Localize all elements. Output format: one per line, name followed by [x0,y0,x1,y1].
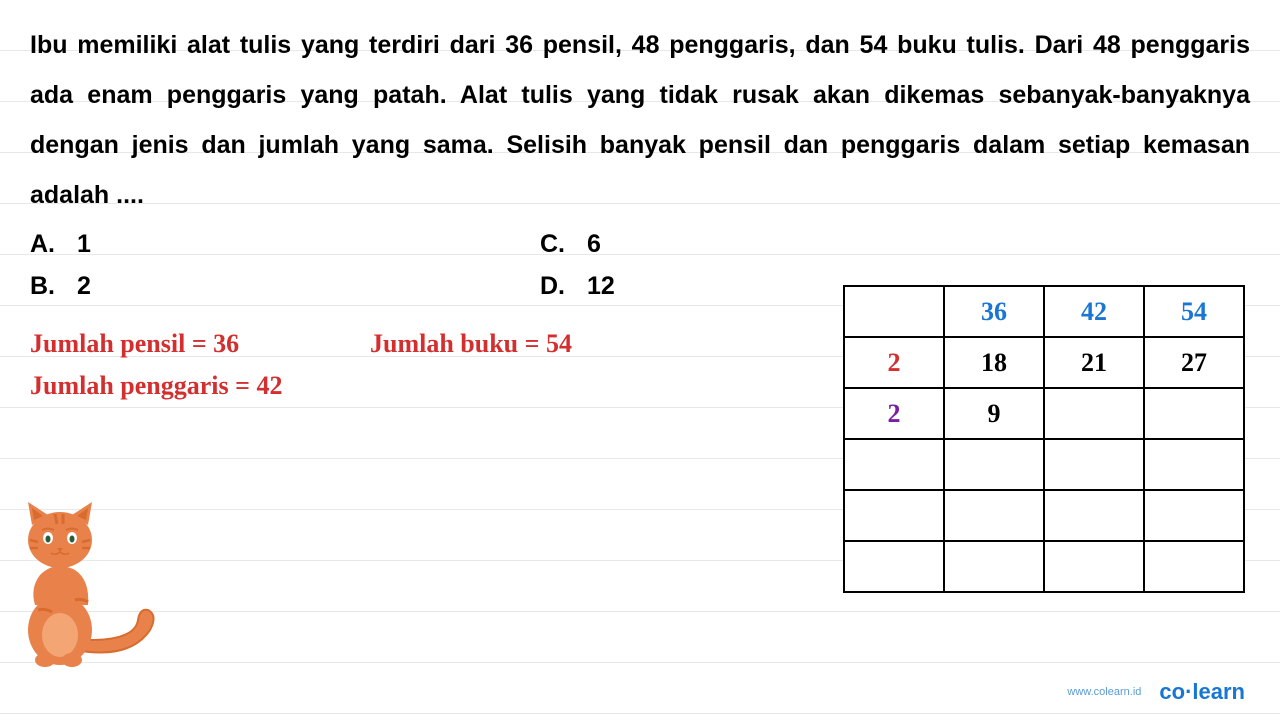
table-cell [1044,490,1144,541]
table-cell [1144,388,1244,439]
option-d: D. 12 [540,272,840,301]
option-a-label: A. [30,230,70,259]
footer: www.colearn.id co·learn [1067,679,1245,705]
table-cell [1144,439,1244,490]
table-cell [844,490,944,541]
table-cell: 36 [944,286,1044,337]
table-cell [844,286,944,337]
calculation-table: 364254218212729 [843,285,1245,593]
option-a: A. 1 [30,230,540,259]
table-cell: 42 [1044,286,1144,337]
option-c-value: 6 [587,230,601,258]
cat-icon [20,500,160,670]
work-pensil: Jumlah pensil = 36 [30,329,370,359]
table-cell [844,439,944,490]
table-cell: 27 [1144,337,1244,388]
table-row: 29 [844,388,1244,439]
table-cell [1144,490,1244,541]
footer-url: www.colearn.id [1067,686,1141,698]
work-buku: Jumlah buku = 54 [370,329,710,359]
table-cell [844,541,944,592]
option-b-label: B. [30,272,70,301]
option-b: B. 2 [30,272,540,301]
table-cell: 21 [1044,337,1144,388]
table-cell: 18 [944,337,1044,388]
question-text: Ibu memiliki alat tulis yang terdiri dar… [30,20,1250,220]
work-penggaris: Jumlah penggaris = 42 [30,371,282,401]
table-cell [1144,541,1244,592]
logo-prefix: co [1159,679,1185,704]
option-c-label: C. [540,230,580,259]
table-row: 2182127 [844,337,1244,388]
option-c: C. 6 [540,230,840,259]
table-cell: 2 [844,337,944,388]
logo-suffix: learn [1192,679,1245,704]
table-cell [944,490,1044,541]
table-cell [944,541,1044,592]
cat-illustration [20,500,160,675]
option-a-value: 1 [77,230,91,258]
table-row [844,541,1244,592]
table-cell [1044,388,1144,439]
table-row: 364254 [844,286,1244,337]
table-cell [1044,439,1144,490]
table-cell [944,439,1044,490]
table-row [844,439,1244,490]
option-d-label: D. [540,272,580,301]
footer-logo: co·learn [1159,679,1245,705]
table-cell [1044,541,1144,592]
table-cell: 54 [1144,286,1244,337]
option-b-value: 2 [77,272,91,300]
option-d-value: 12 [587,272,615,300]
table-cell: 9 [944,388,1044,439]
table-cell: 2 [844,388,944,439]
table-row [844,490,1244,541]
